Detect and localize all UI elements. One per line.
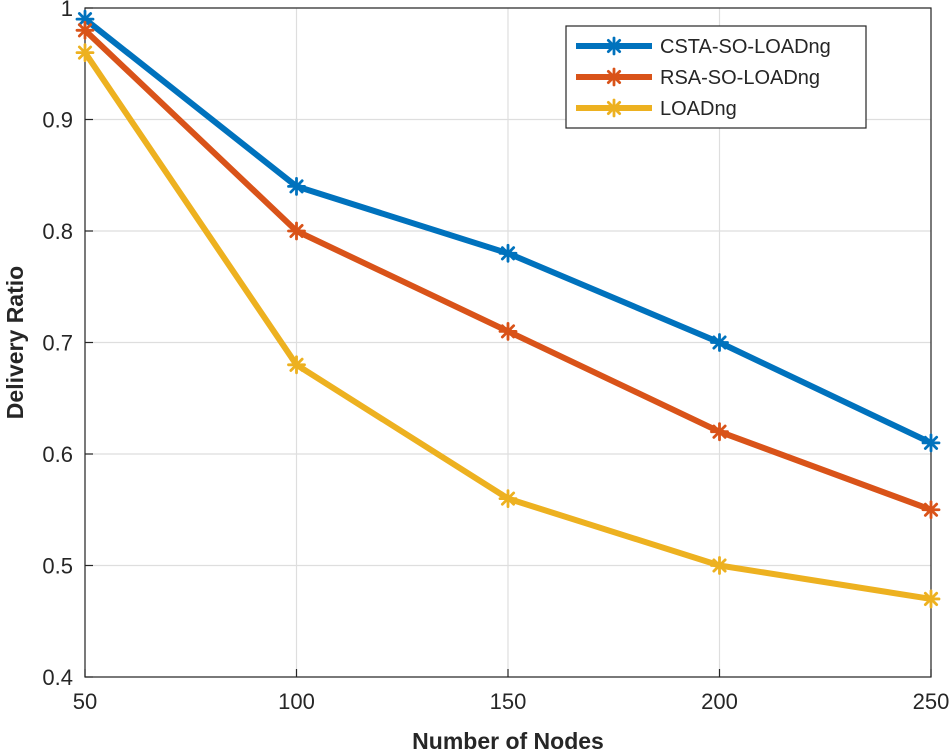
series-marker	[604, 67, 624, 87]
series-marker	[921, 433, 941, 453]
x-axis-ticks: 50 100 150 200 250	[73, 669, 950, 714]
y-axis-ticks: 0.4 0.5 0.6 0.7 0.8 0.9 1	[42, 0, 93, 690]
y-tick-label: 0.4	[42, 665, 73, 690]
series-marker	[604, 98, 624, 118]
legend-item: LOADng	[576, 98, 737, 120]
series-marker	[921, 589, 941, 609]
legend-label: LOADng	[660, 98, 737, 120]
series-marker	[75, 20, 95, 40]
y-tick-label: 0.6	[42, 442, 73, 467]
legend-item: RSA-SO-LOADng	[576, 67, 820, 89]
legend: CSTA-SO-LOADng RSA-SO-LOADng LOADng	[565, 25, 867, 129]
x-axis-title: Number of Nodes	[412, 728, 604, 752]
x-tick-label: 200	[701, 689, 738, 714]
y-axis-title: Delivery Ratio	[2, 266, 28, 419]
legend-label: RSA-SO-LOADng	[660, 67, 820, 89]
series-marker	[710, 556, 729, 575]
series-marker	[604, 36, 624, 56]
series-marker	[710, 422, 729, 442]
series-layer	[75, 9, 941, 609]
y-tick-label: 0.7	[42, 331, 73, 356]
series-marker	[287, 221, 306, 241]
x-tick-label: 250	[913, 689, 950, 714]
legend-label: CSTA-SO-LOADng	[660, 36, 831, 58]
series-marker	[75, 9, 95, 29]
series-marker	[498, 321, 518, 341]
x-tick-label: 100	[278, 689, 315, 714]
x-tick-label: 50	[73, 689, 97, 714]
series-marker	[75, 43, 95, 62]
series-marker	[710, 333, 729, 352]
x-tick-label: 150	[490, 689, 527, 714]
legend-item: CSTA-SO-LOADng	[576, 36, 831, 58]
y-tick-label: 0.8	[42, 219, 73, 244]
series-marker	[921, 500, 941, 520]
y-tick-label: 1	[61, 0, 73, 21]
y-tick-label: 0.5	[42, 554, 73, 579]
series-marker	[498, 243, 518, 263]
series-csta-so-loadng	[75, 9, 941, 453]
y-tick-label: 0.9	[42, 108, 73, 133]
series-marker	[287, 176, 306, 196]
series-marker	[498, 489, 518, 509]
series-loadng	[75, 43, 941, 609]
series-marker	[287, 355, 306, 375]
series-rsa-so-loadng	[75, 20, 941, 520]
